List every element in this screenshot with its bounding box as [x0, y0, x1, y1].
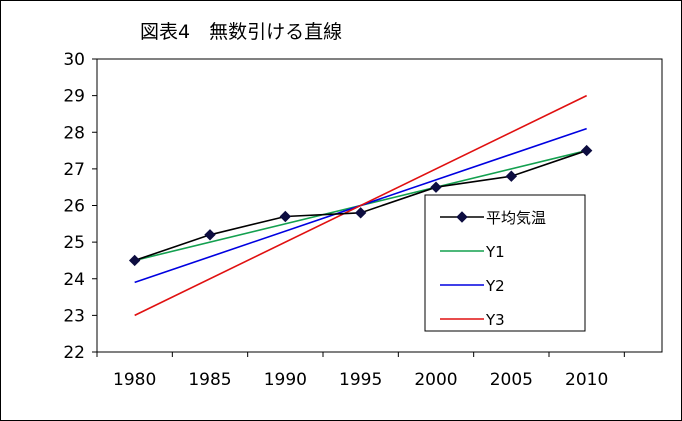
legend: 平均気温 Y1 Y2 Y3: [424, 194, 586, 332]
y-tick-label: 24: [63, 270, 85, 290]
x-tick-label: 1980: [113, 370, 156, 390]
data-point-marker: [279, 210, 292, 223]
series-layer: [128, 94, 593, 317]
x-tick-label: 2010: [565, 370, 608, 390]
x-tick-label: 1995: [339, 370, 382, 390]
x-tick-label: 1990: [264, 370, 307, 390]
data-point-marker: [204, 229, 216, 241]
data-point-marker: [128, 254, 141, 267]
legend-label: Y1: [485, 243, 505, 261]
y-axis: 22 23 24 25 26 27 28 29 30: [63, 50, 97, 363]
y-tick-label: 22: [63, 343, 85, 363]
legend-label: 平均気温: [486, 209, 546, 227]
x-axis: 1980 1985 1990 1995 2000 2005 2010: [96, 352, 625, 390]
legend-label: Y3: [485, 311, 505, 329]
y-tick-label: 23: [63, 306, 85, 326]
chart-title: 図表4 無数引ける直線: [140, 21, 342, 43]
series-line-y3: [134, 94, 588, 317]
y-tick-label: 27: [63, 160, 85, 180]
legend-marker: [456, 211, 468, 223]
x-tick-label: 1985: [188, 370, 231, 390]
y-tick-label: 25: [63, 233, 85, 253]
data-point-marker: [580, 144, 593, 157]
x-tick-label: 2005: [490, 370, 533, 390]
y-tick-label: 30: [63, 50, 85, 70]
y-tick-label: 26: [63, 197, 85, 217]
data-point-marker: [430, 181, 442, 193]
data-point-marker: [505, 170, 518, 182]
y-tick-label: 29: [63, 87, 85, 107]
x-tick-label: 2000: [414, 370, 457, 390]
data-point-marker: [354, 207, 367, 219]
y-tick-label: 28: [63, 123, 85, 143]
legend-label: Y2: [485, 277, 505, 295]
